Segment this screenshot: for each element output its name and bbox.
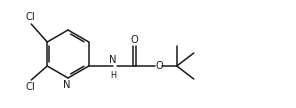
Text: O: O — [156, 60, 163, 71]
Text: N: N — [109, 55, 117, 65]
Text: Cl: Cl — [25, 82, 35, 92]
Text: N: N — [63, 79, 71, 90]
Text: Cl: Cl — [25, 12, 35, 22]
Text: H: H — [110, 71, 116, 79]
Text: O: O — [131, 34, 139, 44]
